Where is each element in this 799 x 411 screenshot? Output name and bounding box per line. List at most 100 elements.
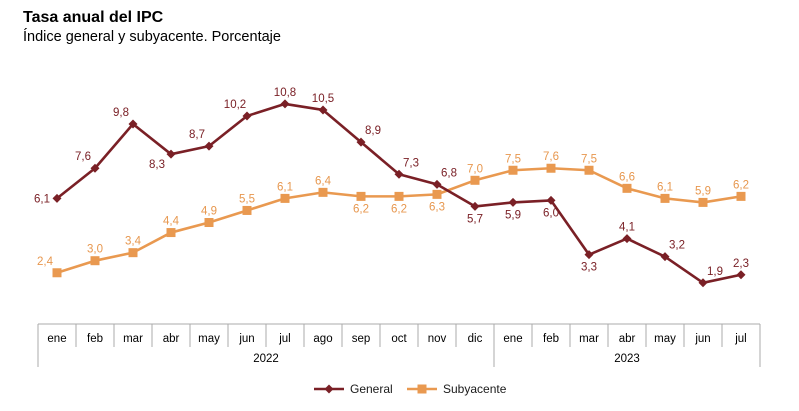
- subyacente-data-label: 4,4: [163, 216, 180, 228]
- general-data-label: 8,9: [365, 125, 381, 137]
- month-label: oct: [391, 333, 407, 345]
- general-marker: [204, 141, 214, 151]
- subyacente-data-label: 6,4: [315, 175, 332, 187]
- subyacente-marker: [698, 197, 708, 207]
- general-data-label: 7,6: [75, 151, 91, 163]
- general-data-label: 6,1: [34, 193, 50, 205]
- legend-marker-general: [324, 384, 334, 394]
- general-marker: [356, 137, 366, 147]
- month-label: sep: [352, 333, 371, 345]
- general-marker: [470, 201, 480, 211]
- subyacente-marker: [546, 163, 556, 173]
- subyacente-data-label: 6,6: [619, 171, 635, 183]
- general-data-label: 2,3: [733, 258, 749, 270]
- subyacente-marker: [394, 191, 404, 201]
- subyacente-data-label: 3,4: [125, 236, 142, 248]
- subyacente-data-label: 5,9: [695, 185, 711, 197]
- general-marker: [660, 252, 670, 262]
- subyacente-data-label: 2,4: [37, 256, 54, 268]
- month-label: feb: [87, 333, 103, 345]
- general-marker: [584, 250, 594, 260]
- month-label: abr: [163, 333, 180, 345]
- year-label: 2022: [253, 353, 279, 365]
- month-label: may: [198, 333, 220, 345]
- subyacente-marker: [166, 228, 176, 238]
- chart-subtitle: Índice general y subyacente. Porcentaje: [23, 29, 281, 45]
- subyacente-data-label: 6,2: [733, 179, 749, 191]
- chart-header: Tasa anual del IPC Índice general y suby…: [23, 7, 281, 47]
- subyacente-marker: [128, 248, 138, 258]
- month-label: abr: [619, 333, 636, 345]
- subyacente-data-label: 6,1: [277, 181, 293, 193]
- general-marker: [546, 195, 556, 205]
- month-label: dic: [468, 333, 483, 345]
- month-label: jun: [238, 333, 254, 345]
- general-marker: [242, 111, 252, 121]
- subyacente-marker: [432, 189, 442, 199]
- month-label: ago: [313, 333, 332, 345]
- general-marker: [508, 197, 518, 207]
- general-data-label: 7,3: [403, 157, 419, 169]
- year-label: 2023: [614, 353, 640, 365]
- chart-title: Tasa anual del IPC: [23, 9, 164, 26]
- month-label: ene: [503, 333, 522, 345]
- month-label: mar: [123, 333, 143, 345]
- subyacente-data-label: 7,6: [543, 151, 559, 163]
- subyacente-data-label: 3,0: [87, 244, 103, 256]
- month-label: jul: [734, 333, 747, 345]
- general-data-label: 4,1: [619, 222, 635, 234]
- subyacente-line: [55, 166, 743, 275]
- subyacente-data-label: 7,0: [467, 163, 483, 175]
- subyacente-data-label: 6,1: [657, 181, 673, 193]
- general-marker: [622, 234, 632, 244]
- subyacente-marker: [242, 205, 252, 215]
- general-data-label: 5,7: [467, 213, 483, 225]
- subyacente-data-label: 6,2: [353, 203, 369, 215]
- month-label: jul: [278, 333, 291, 345]
- legend-label-subyacente: Subyacente: [443, 382, 507, 396]
- month-label: jun: [694, 333, 710, 345]
- general-data-label: 6,0: [543, 207, 559, 219]
- subyacente-marker: [318, 187, 328, 197]
- general-data-label: 6,8: [441, 167, 457, 179]
- subyacente-data-label: 4,9: [201, 206, 217, 218]
- legend-marker-subyacente: [417, 384, 427, 394]
- general-data-label: 5,9: [505, 209, 521, 221]
- subyacente-marker: [280, 193, 290, 203]
- general-marker: [280, 99, 290, 109]
- month-label: mar: [579, 333, 599, 345]
- legend-label-general: General: [350, 382, 393, 396]
- general-data-label: 1,9: [707, 266, 723, 278]
- subyacente-marker: [508, 165, 518, 175]
- general-data-label: 10,2: [224, 99, 246, 111]
- month-label: feb: [543, 333, 559, 345]
- general-marker: [432, 179, 442, 189]
- general-marker: [394, 169, 404, 179]
- general-data-label: 8,7: [189, 129, 205, 141]
- general-data-label: 10,5: [312, 93, 334, 105]
- general-marker: [90, 163, 100, 173]
- general-data-label: 8,3: [149, 159, 165, 171]
- general-marker: [698, 278, 708, 288]
- subyacente-marker: [584, 165, 594, 175]
- general-data-label: 10,8: [274, 87, 296, 99]
- subyacente-marker: [356, 191, 366, 201]
- month-label: may: [654, 333, 676, 345]
- general-data-label: 3,2: [669, 240, 685, 252]
- general-marker: [318, 105, 328, 115]
- general-data-label: 3,3: [581, 262, 597, 274]
- general-marker: [736, 270, 746, 280]
- general-data-label: 9,8: [113, 107, 129, 119]
- subyacente-data-label: 7,5: [581, 153, 597, 165]
- subyacente-marker: [204, 218, 214, 228]
- subyacente-marker: [470, 175, 480, 185]
- subyacente-data-label: 7,5: [505, 153, 521, 165]
- subyacente-marker: [90, 256, 100, 266]
- subyacente-marker: [660, 193, 670, 203]
- subyacente-data-label: 6,3: [429, 201, 445, 213]
- month-label: ene: [47, 333, 66, 345]
- subyacente-marker: [622, 183, 632, 193]
- subyacente-marker: [736, 191, 746, 201]
- month-label: nov: [428, 333, 447, 345]
